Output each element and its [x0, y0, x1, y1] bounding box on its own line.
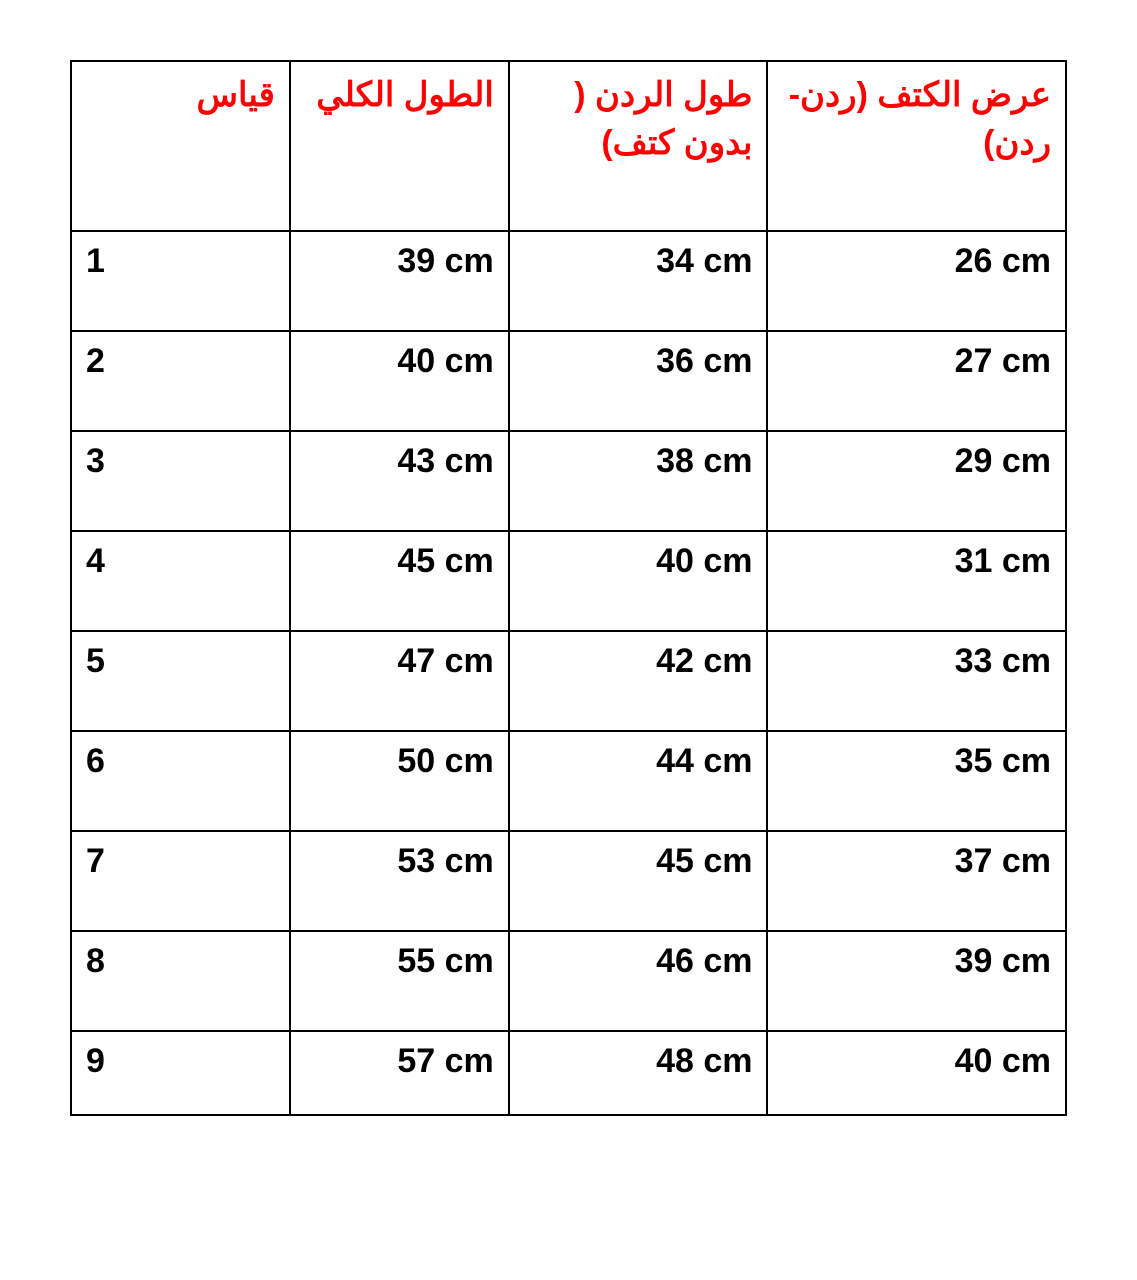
cell-sleeve-length: 42 cm	[509, 631, 768, 731]
cell-size: 5	[71, 631, 290, 731]
cell-total-length: 53 cm	[290, 831, 509, 931]
cell-total-length: 47 cm	[290, 631, 509, 731]
cell-size: 6	[71, 731, 290, 831]
cell-size: 1	[71, 231, 290, 331]
table-body: 139 cm34 cm26 cm240 cm36 cm27 cm343 cm38…	[71, 231, 1066, 1115]
cell-shoulder-width: 26 cm	[767, 231, 1066, 331]
cell-size: 2	[71, 331, 290, 431]
cell-sleeve-length: 36 cm	[509, 331, 768, 431]
cell-size: 9	[71, 1031, 290, 1115]
cell-total-length: 55 cm	[290, 931, 509, 1031]
cell-total-length: 43 cm	[290, 431, 509, 531]
table-row: 957 cm48 cm40 cm	[71, 1031, 1066, 1115]
table-row: 855 cm46 cm39 cm	[71, 931, 1066, 1031]
cell-sleeve-length: 48 cm	[509, 1031, 768, 1115]
header-total-length: الطول الكلي	[290, 61, 509, 231]
cell-total-length: 40 cm	[290, 331, 509, 431]
cell-shoulder-width: 29 cm	[767, 431, 1066, 531]
cell-total-length: 50 cm	[290, 731, 509, 831]
cell-total-length: 39 cm	[290, 231, 509, 331]
cell-total-length: 57 cm	[290, 1031, 509, 1115]
table-row: 650 cm44 cm35 cm	[71, 731, 1066, 831]
cell-sleeve-length: 40 cm	[509, 531, 768, 631]
table-row: 343 cm38 cm29 cm	[71, 431, 1066, 531]
cell-shoulder-width: 27 cm	[767, 331, 1066, 431]
cell-size: 4	[71, 531, 290, 631]
cell-sleeve-length: 38 cm	[509, 431, 768, 531]
cell-shoulder-width: 33 cm	[767, 631, 1066, 731]
cell-size: 7	[71, 831, 290, 931]
table-row: 240 cm36 cm27 cm	[71, 331, 1066, 431]
table-row: 139 cm34 cm26 cm	[71, 231, 1066, 331]
cell-sleeve-length: 46 cm	[509, 931, 768, 1031]
cell-total-length: 45 cm	[290, 531, 509, 631]
cell-sleeve-length: 45 cm	[509, 831, 768, 931]
cell-shoulder-width: 40 cm	[767, 1031, 1066, 1115]
cell-shoulder-width: 37 cm	[767, 831, 1066, 931]
size-chart-table: قياس الطول الكلي طول الردن ( بدون كتف) ع…	[70, 60, 1067, 1116]
table-row: 753 cm45 cm37 cm	[71, 831, 1066, 931]
header-sleeve-length: طول الردن ( بدون كتف)	[509, 61, 768, 231]
header-shoulder-width: عرض الكتف (ردن-ردن)	[767, 61, 1066, 231]
cell-sleeve-length: 34 cm	[509, 231, 768, 331]
table-row: 547 cm42 cm33 cm	[71, 631, 1066, 731]
header-size: قياس	[71, 61, 290, 231]
cell-shoulder-width: 31 cm	[767, 531, 1066, 631]
table-row: 445 cm40 cm31 cm	[71, 531, 1066, 631]
cell-sleeve-length: 44 cm	[509, 731, 768, 831]
cell-size: 3	[71, 431, 290, 531]
cell-shoulder-width: 35 cm	[767, 731, 1066, 831]
cell-shoulder-width: 39 cm	[767, 931, 1066, 1031]
cell-size: 8	[71, 931, 290, 1031]
table-header-row: قياس الطول الكلي طول الردن ( بدون كتف) ع…	[71, 61, 1066, 231]
